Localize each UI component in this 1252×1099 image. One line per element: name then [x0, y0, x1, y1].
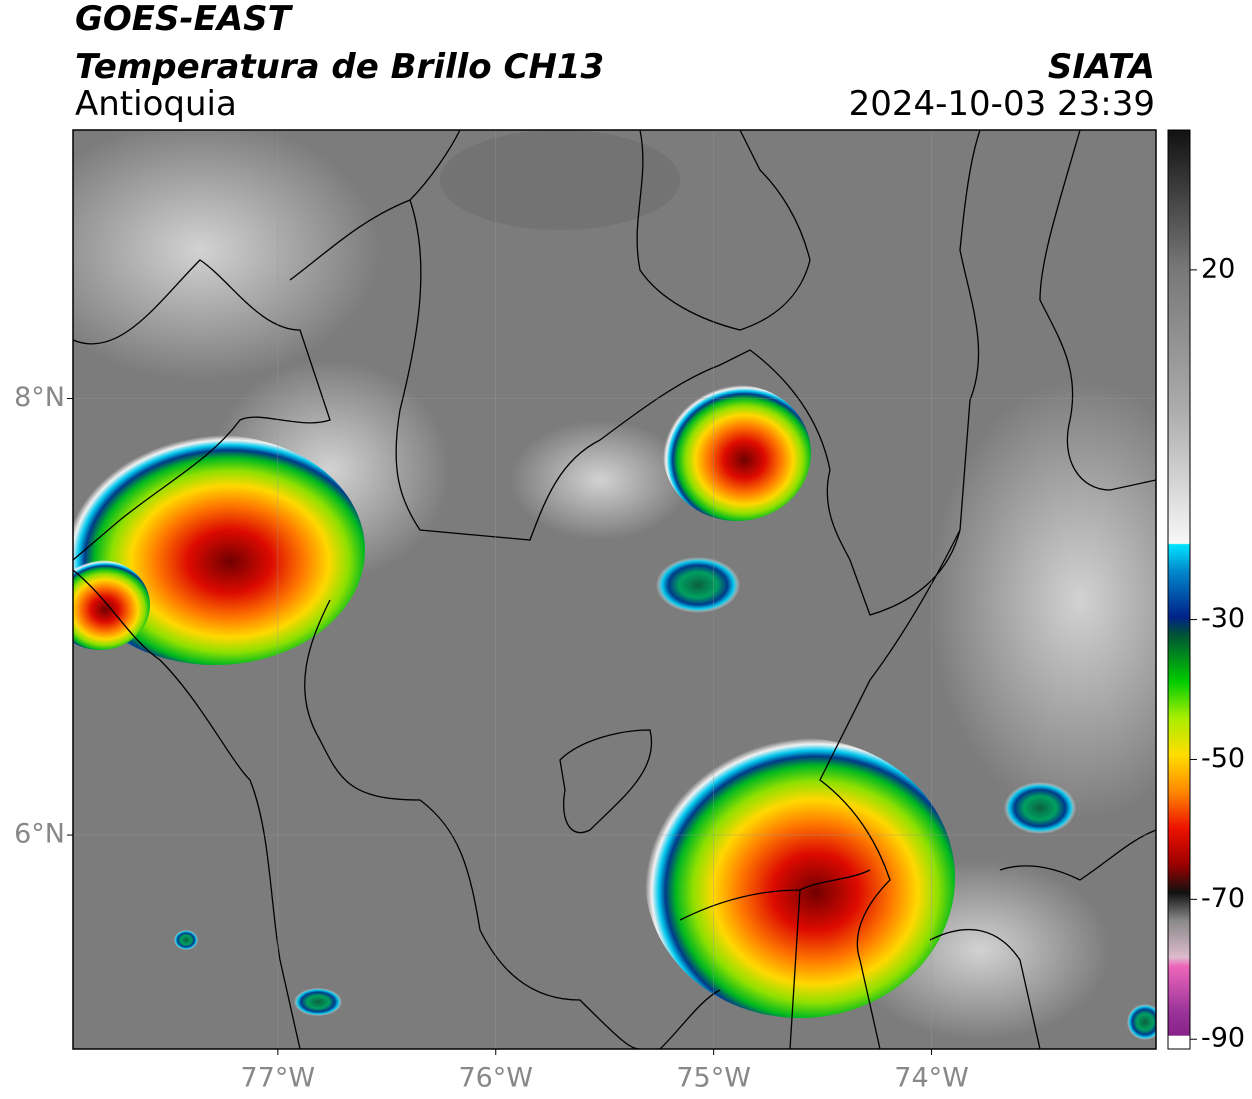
- border: [636, 130, 811, 331]
- storm-cell: [73, 560, 150, 650]
- map-frame: [72, 129, 1157, 1050]
- weak-cell: [1127, 1004, 1156, 1040]
- border: [819, 529, 961, 1049]
- colorbar-tick-label: -70: [1201, 883, 1245, 914]
- border: [1039, 130, 1156, 491]
- border: [929, 829, 1156, 1049]
- storm-cell: [645, 738, 955, 1018]
- coastline: [289, 130, 461, 281]
- weak-cell: [174, 930, 198, 950]
- lon-tick-label: 74°W: [894, 1063, 969, 1094]
- haze: [510, 420, 690, 540]
- axes: 77°W 76°W 75°W 74°W 8°N 6°N 20 -30 -50 -70 -90: [14, 253, 1245, 1093]
- colorbar: [1167, 129, 1191, 1050]
- source-label: SIATA: [1048, 47, 1155, 87]
- haze: [930, 380, 1156, 820]
- border: [73, 569, 301, 1049]
- lon-tick-label: 77°W: [241, 1063, 316, 1094]
- weak-cell: [294, 988, 342, 1016]
- lat-tick-label: 6°N: [14, 819, 65, 850]
- lon-tick-label: 76°W: [458, 1063, 533, 1094]
- border: [395, 130, 981, 616]
- colorbar-tick-label: -90: [1201, 1023, 1245, 1054]
- border: [559, 729, 653, 834]
- product-title: Temperatura de Brillo CH13: [75, 47, 604, 87]
- map-image: [73, 130, 1156, 1049]
- graticule: [73, 130, 1156, 1049]
- coastline: [73, 259, 331, 561]
- colorbar-tick-label: -30: [1201, 603, 1245, 634]
- borders: [73, 130, 1156, 1049]
- lat-tick-label: 8°N: [14, 382, 65, 413]
- storm-cell: [663, 385, 811, 521]
- border: [659, 869, 871, 1049]
- region-label: Antioquia: [75, 84, 237, 124]
- haze: [73, 130, 380, 380]
- timestamp: 2024-10-03 23:39: [849, 84, 1155, 124]
- shade: [440, 130, 680, 230]
- colorbar-tick-label: 20: [1201, 253, 1235, 284]
- satellite-title: GOES-EAST: [75, 0, 294, 39]
- weak-cell: [656, 557, 740, 613]
- weak-cell: [1004, 782, 1076, 834]
- lon-tick-label: 75°W: [676, 1063, 751, 1094]
- colorbar-tick-label: -50: [1201, 743, 1245, 774]
